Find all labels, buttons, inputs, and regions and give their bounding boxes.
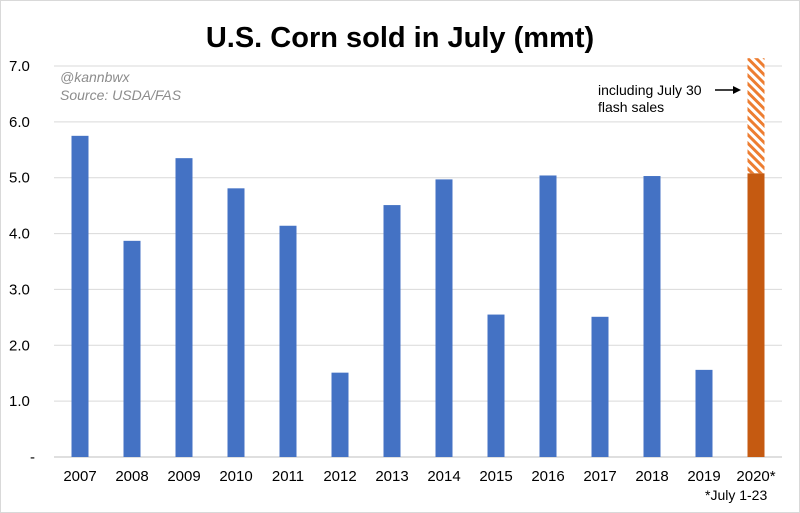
bar-2019 [695,369,713,457]
bar-2020 [747,173,765,457]
y-tick-label: 5.0 [9,170,30,187]
x-tick-label: 2010 [219,468,252,485]
bar-2011 [279,225,297,457]
bar-2015 [487,314,505,457]
bar-2008 [123,240,141,457]
x-tick-label: 2017 [583,468,616,485]
x-tick-label: 2019 [687,468,720,485]
x-tick-label: 2018 [635,468,668,485]
y-tick-label: 2.0 [9,337,30,354]
x-tick-label: 2014 [427,468,460,485]
flash-sales-note-line1: including July 30 [598,82,702,98]
x-tick-label: 2011 [272,468,304,485]
y-tick-label: - [30,449,35,466]
flash-sales-note-line2: flash sales [598,99,664,115]
source-text: Source: USDA/FAS [60,87,182,103]
note-arrow [715,86,741,94]
x-tick-label: 2016 [531,468,564,485]
bar-2007 [71,135,89,458]
x-tick-label: 2012 [323,468,356,485]
bar-2017 [591,316,609,457]
x-tick-label: 2015 [479,468,512,485]
x-tick-label: 2007 [63,468,96,485]
bar-2012 [331,372,349,457]
y-tick-label: 4.0 [9,226,30,243]
footnote: *July 1-23 [705,487,767,503]
bar-flash-sales-extension [747,58,765,174]
x-tick-label: 2013 [375,468,408,485]
x-tick-label: 2008 [115,468,148,485]
bar-2013 [383,205,401,457]
chart-title: U.S. Corn sold in July (mmt) [205,22,595,54]
gridlines [54,65,782,458]
x-tick-label: 2009 [167,468,200,485]
bar-2018 [643,176,661,457]
handle-text: @kannbwx [60,69,130,85]
x-tick-label: 2020* [736,468,775,485]
y-tick-label: 7.0 [9,58,30,75]
bars [71,58,765,458]
bar-2009 [175,158,193,457]
bar-2010 [227,188,245,457]
y-tick-label: 3.0 [9,281,30,298]
bar-2014 [435,179,453,457]
y-tick-label: 6.0 [9,114,30,131]
y-tick-label: 1.0 [9,393,30,410]
axis-labels: - 1.0 2.0 3.0 4.0 5.0 6.0 7.0 2007 2008 2009 2010 20… [9,58,776,485]
bar-2016 [539,175,557,458]
